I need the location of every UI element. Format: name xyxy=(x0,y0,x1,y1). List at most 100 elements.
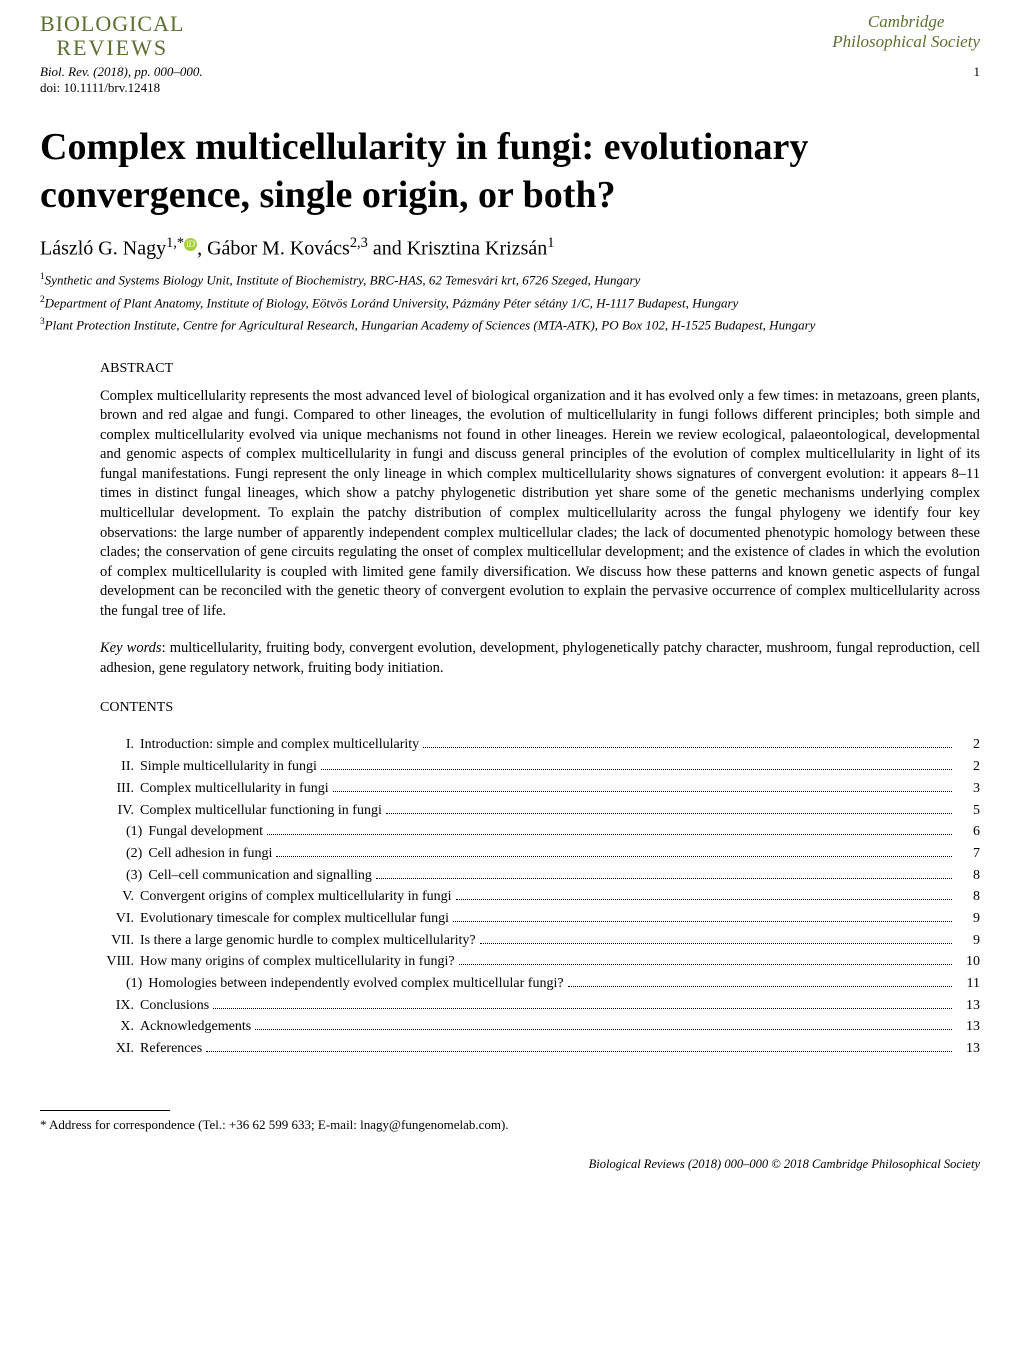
abstract-body: Complex multicellularity represents the … xyxy=(0,387,1020,622)
affiliation-1: 1Synthetic and Systems Biology Unit, Ins… xyxy=(0,271,1020,294)
doi: doi: 10.1111/brv.12418 xyxy=(0,80,1020,96)
toc-row: V. Convergent origins of complex multice… xyxy=(100,886,980,908)
toc-leader-dots xyxy=(456,899,952,900)
author-1-name: László G. Nagy xyxy=(40,238,166,260)
toc-row: IX. Conclusions 13 xyxy=(100,995,980,1017)
footer-copyright: Biological Reviews (2018) 000–000 © 2018… xyxy=(0,1133,1020,1192)
toc-page: 8 xyxy=(956,865,980,887)
toc-text: Is there a large genomic hurdle to compl… xyxy=(140,930,476,952)
toc-page: 9 xyxy=(956,908,980,930)
toc-row: (1) Fungal development 6 xyxy=(100,821,980,843)
toc-row: II. Simple multicellularity in fungi 2 xyxy=(100,756,980,778)
affiliation-2: 2Department of Plant Anatomy, Institute … xyxy=(0,294,1020,317)
toc-leader-dots xyxy=(386,813,952,814)
sep2: and xyxy=(368,238,407,260)
toc-number: II. xyxy=(100,756,140,778)
toc-number: (3) xyxy=(100,865,148,887)
toc-page: 10 xyxy=(956,951,980,973)
sep1: , xyxy=(197,238,207,260)
toc-number: X. xyxy=(100,1016,140,1038)
toc-row: X. Acknowledgements 13 xyxy=(100,1016,980,1038)
citation-row: Biol. Rev. (2018), pp. 000–000. 1 xyxy=(0,64,1020,80)
toc-number: IV. xyxy=(100,800,140,822)
toc-number: (1) xyxy=(100,821,148,843)
toc-text: Simple multicellularity in fungi xyxy=(140,756,317,778)
toc-text: References xyxy=(140,1038,202,1060)
toc-page: 13 xyxy=(956,995,980,1017)
toc-text: Cell–cell communication and signalling xyxy=(148,865,372,887)
toc-leader-dots xyxy=(453,921,952,922)
article-title: Complex multicellularity in fungi: evolu… xyxy=(0,96,1020,235)
toc-leader-dots xyxy=(376,878,952,879)
toc-leader-dots xyxy=(333,791,952,792)
toc-number: (2) xyxy=(100,843,148,865)
toc-page: 3 xyxy=(956,778,980,800)
toc-row: (3) Cell–cell communication and signalli… xyxy=(100,865,980,887)
aff-3-text: Plant Protection Institute, Centre for A… xyxy=(45,317,816,332)
society-line1: Cambridge xyxy=(832,12,980,32)
toc-text: Homologies between independently evolved… xyxy=(148,973,563,995)
society-logo: Cambridge Philosophical Society xyxy=(832,12,980,53)
toc-text: Evolutionary timescale for complex multi… xyxy=(140,908,449,930)
toc-page: 5 xyxy=(956,800,980,822)
toc-row: (2) Cell adhesion in fungi 7 xyxy=(100,843,980,865)
toc-row: III. Complex multicellularity in fungi 3 xyxy=(100,778,980,800)
toc-page: 7 xyxy=(956,843,980,865)
citation: Biol. Rev. (2018), pp. 000–000. xyxy=(40,64,203,80)
author-line: László G. Nagy1,*iD, Gábor M. Kovács2,3 … xyxy=(0,235,1020,271)
toc-leader-dots xyxy=(213,1008,952,1009)
aff-2-text: Department of Plant Anatomy, Institute o… xyxy=(45,295,739,310)
toc-text: Convergent origins of complex multicellu… xyxy=(140,886,452,908)
affiliation-3: 3Plant Protection Institute, Centre for … xyxy=(0,316,1020,339)
journal-logo-line2: REVIEWS xyxy=(40,36,184,60)
toc-text: Conclusions xyxy=(140,995,209,1017)
footnote-text: Address for correspondence (Tel.: +36 62… xyxy=(47,1117,509,1132)
author-3-sup: 1 xyxy=(547,235,554,251)
toc-number: VI. xyxy=(100,908,140,930)
toc-text: Acknowledgements xyxy=(140,1016,251,1038)
society-line2: Philosophical Society xyxy=(832,32,980,52)
abstract-label: ABSTRACT xyxy=(0,339,1020,387)
toc-number: I. xyxy=(100,734,140,756)
toc-page: 13 xyxy=(956,1038,980,1060)
author-2-sup: 2,3 xyxy=(350,235,368,251)
page-number: 1 xyxy=(974,64,981,80)
contents-list: I. Introduction: simple and complex mult… xyxy=(0,726,1020,1059)
toc-number: VII. xyxy=(100,930,140,952)
toc-page: 2 xyxy=(956,734,980,756)
journal-logo-line1: BIOLOGICAL xyxy=(40,12,184,36)
keywords: Key words: multicellularity, fruiting bo… xyxy=(0,621,1020,678)
footnote-rule xyxy=(40,1110,170,1111)
toc-text: Cell adhesion in fungi xyxy=(148,843,272,865)
toc-number: (1) xyxy=(100,973,148,995)
toc-page: 8 xyxy=(956,886,980,908)
toc-number: V. xyxy=(100,886,140,908)
toc-leader-dots xyxy=(480,943,952,944)
keywords-text: : multicellularity, fruiting body, conve… xyxy=(100,640,980,676)
toc-page: 6 xyxy=(956,821,980,843)
toc-leader-dots xyxy=(459,964,952,965)
keywords-label: Key words xyxy=(100,640,162,656)
toc-leader-dots xyxy=(206,1051,952,1052)
toc-row: VI. Evolutionary timescale for complex m… xyxy=(100,908,980,930)
toc-page: 11 xyxy=(956,973,980,995)
journal-logo: BIOLOGICAL REVIEWS xyxy=(40,12,184,60)
toc-row: I. Introduction: simple and complex mult… xyxy=(100,734,980,756)
author-3-name: Krisztina Krizsán xyxy=(407,238,548,260)
author-1-sup: 1,* xyxy=(166,235,184,251)
toc-row: XI. References 13 xyxy=(100,1038,980,1060)
toc-row: (1) Homologies between independently evo… xyxy=(100,973,980,995)
toc-row: VIII. How many origins of complex multic… xyxy=(100,951,980,973)
toc-row: VII. Is there a large genomic hurdle to … xyxy=(100,930,980,952)
aff-1-text: Synthetic and Systems Biology Unit, Inst… xyxy=(45,272,641,287)
toc-number: III. xyxy=(100,778,140,800)
correspondence-footnote: * Address for correspondence (Tel.: +36 … xyxy=(0,1115,1020,1133)
toc-text: Introduction: simple and complex multice… xyxy=(140,734,419,756)
author-2-name: Gábor M. Kovács xyxy=(207,238,350,260)
toc-text: How many origins of complex multicellula… xyxy=(140,951,455,973)
toc-page: 2 xyxy=(956,756,980,778)
header: BIOLOGICAL REVIEWS Cambridge Philosophic… xyxy=(0,0,1020,64)
toc-number: IX. xyxy=(100,995,140,1017)
orcid-icon: iD xyxy=(184,238,197,251)
toc-text: Complex multicellularity in fungi xyxy=(140,778,329,800)
